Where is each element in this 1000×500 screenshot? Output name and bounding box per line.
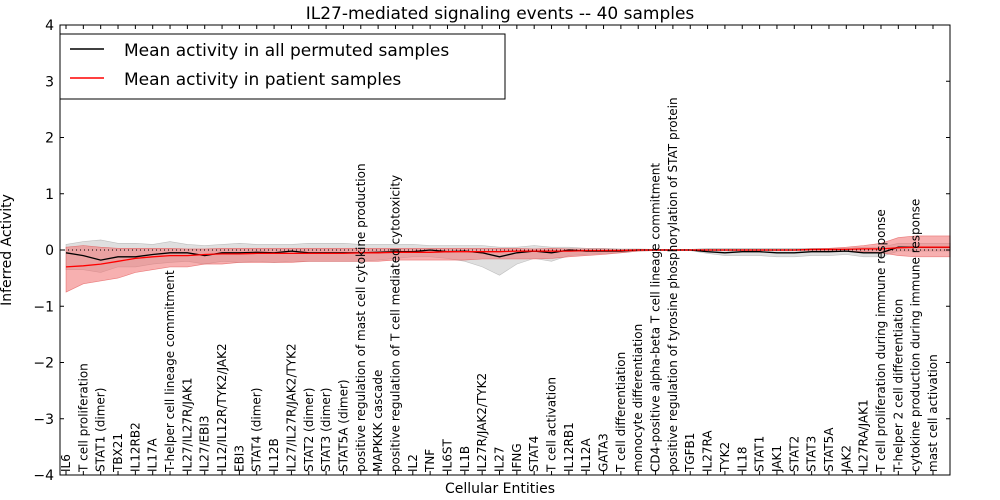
series-line-1	[65, 246, 951, 268]
x-category-label: IL6	[59, 454, 73, 472]
x-category-label: STAT1	[753, 436, 767, 472]
y-tick-label: −3	[33, 412, 54, 428]
x-category-label: TNF	[423, 449, 437, 473]
x-category-label: IL27/EBI3	[198, 415, 212, 472]
legend-label-permuted: Mean activity in all permuted samples	[124, 41, 449, 61]
chart-title: IL27-mediated signaling events -- 40 sam…	[306, 4, 695, 24]
x-category-label: GATA3	[597, 433, 611, 472]
x-category-label: positive regulation of tyrosine phosphor…	[666, 97, 680, 472]
plot-frame	[59, 24, 951, 476]
y-tick-label: −2	[33, 356, 54, 372]
x-category-label: IL2	[406, 454, 420, 472]
y-tick-label: −1	[33, 299, 54, 315]
x-category-label: IL18	[735, 447, 749, 473]
x-category-label: IL12RB2	[128, 422, 142, 472]
x-category-label: STAT5A (dimer)	[336, 379, 350, 472]
x-category-label: JAK1	[770, 445, 784, 473]
x-category-label: cytokine production during immune respon…	[909, 199, 923, 472]
x-axis-label: Cellular Entities	[445, 481, 555, 497]
y-tick-label: 3	[45, 74, 54, 90]
x-category-label: IL6ST	[440, 439, 454, 472]
x-category-label: IL12/IL12R/TYK2/JAK2	[215, 343, 229, 472]
x-category-label: IL27/IL27R/JAK2/TYK2	[284, 343, 298, 472]
x-category-label: STAT2 (dimer)	[302, 388, 316, 472]
x-category-label: IL12B	[267, 438, 281, 472]
x-category-label: IL12A	[579, 438, 593, 472]
x-category-label: IL12RB1	[562, 422, 576, 472]
y-tick-label: 2	[45, 131, 54, 147]
y-axis-label: Inferred Activity	[0, 194, 15, 306]
x-category-label: EBI3	[232, 445, 246, 472]
x-category-label: JAK2	[839, 445, 853, 473]
x-category-label: STAT3 (dimer)	[319, 388, 333, 472]
x-category-label: TGFB1	[683, 433, 697, 473]
x-category-label: IL1B	[458, 446, 472, 472]
series-lines	[65, 246, 951, 268]
x-category-label: TYK2	[718, 442, 732, 473]
x-category-label: positive regulation of mast cell cytokin…	[354, 163, 368, 472]
x-category-label: IFNG	[510, 443, 524, 472]
x-category-label: TBX21	[111, 433, 125, 473]
y-tick-label: −4	[33, 468, 54, 484]
x-category-label: STAT4 (dimer)	[250, 388, 264, 472]
x-category-label: CD4-positive alpha-beta T cell lineage c…	[649, 163, 663, 472]
x-category-label: STAT3	[805, 436, 819, 472]
y-tick-label: 0	[45, 243, 54, 259]
y-axis: −4 −3 −2 −1 0 1 2 3 4	[33, 18, 950, 484]
legend: Mean activity in all permuted samples Me…	[59, 33, 506, 100]
x-category-label: T cell proliferation during immune respo…	[874, 209, 888, 473]
x-category-label: T-helper cell lineage commitment	[163, 270, 177, 473]
x-category-label: IL27	[493, 447, 507, 473]
x-category-label: STAT4	[527, 436, 541, 472]
legend-label-patient: Mean activity in patient samples	[124, 70, 401, 90]
x-category-label: IL27R/JAK2/TYK2	[475, 373, 489, 472]
x-category-label: T cell proliferation	[76, 363, 90, 473]
x-category-label: monocyte differentiation	[631, 324, 645, 472]
x-category-label: IL27/IL27R/JAK1	[180, 378, 194, 472]
x-category-label: T-helper 2 cell differentiation	[891, 299, 905, 473]
y-tick-label: 4	[45, 18, 54, 34]
x-category-label: IL27RA	[701, 430, 715, 472]
x-category-label: IL27RA/JAK1	[857, 399, 871, 472]
x-category-label: T cell differentiation	[614, 352, 628, 473]
x-category-label: STAT1 (dimer)	[94, 388, 108, 472]
x-axis: IL6 T cell proliferation STAT1 (dimer) TBX2…	[59, 25, 940, 475]
x-category-label: STAT2	[787, 436, 801, 472]
x-category-label: mast cell activation	[926, 354, 940, 472]
x-category-label: IL17A	[146, 438, 160, 472]
x-category-label: T cell activation	[545, 377, 559, 473]
x-category-label: positive regulation of T cell mediated c…	[388, 175, 402, 472]
y-tick-label: 1	[45, 187, 54, 203]
x-category-label: STAT5A	[822, 427, 836, 472]
x-category-label: MAPKKK cascade	[371, 370, 385, 472]
legend-box	[59, 33, 506, 100]
